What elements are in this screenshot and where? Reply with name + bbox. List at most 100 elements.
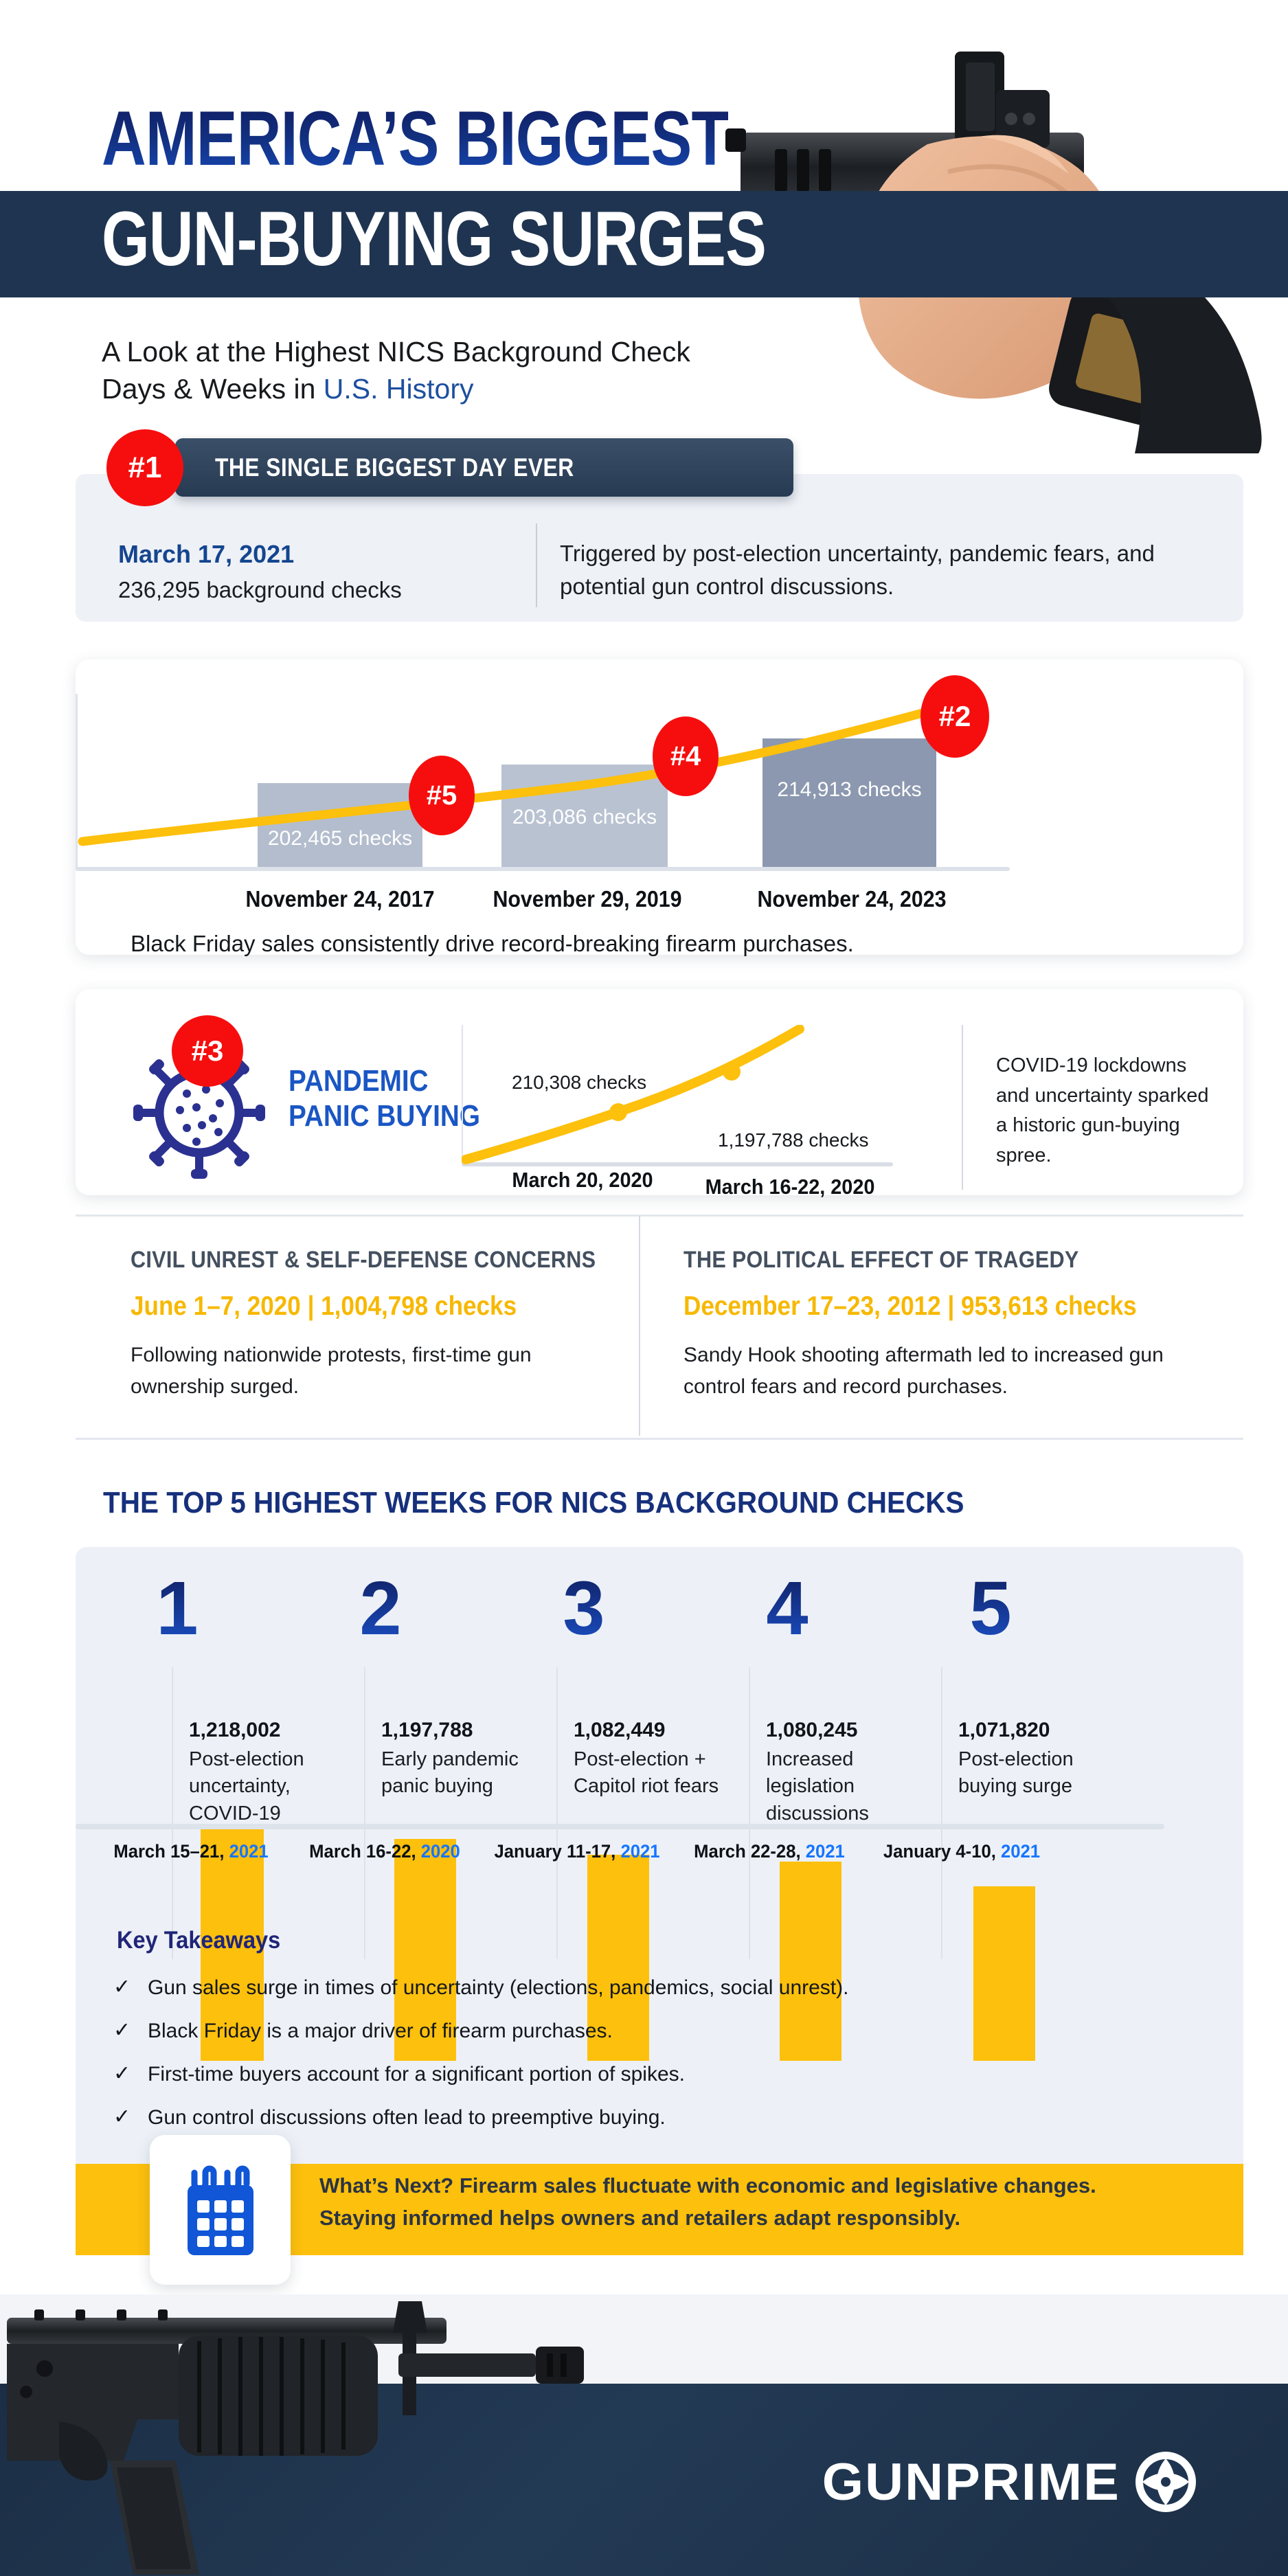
civil-unrest-heading: CIVIL UNREST & SELF-DEFENSE CONCERNS [131,1247,596,1273]
top5-separator-5 [941,1667,942,1959]
two-column-divider [639,1216,640,1436]
biggest-day-header-label: THE SINGLE BIGGEST DAY EVER [215,453,574,482]
pandemic-trend-line [462,1025,804,1164]
top5-column-3: 3 [482,1547,686,2248]
top5-separator-4 [749,1667,750,1959]
pandemic-point-2-value: 1,197,788 checks [718,1129,869,1151]
brand-logo: GUNPRIME [822,2449,1199,2515]
key-takeaway-text-2: Black Friday is a major driver of firear… [148,2020,613,2042]
top5-column-5: 5 [889,1547,1092,2248]
rank-badge-4: #4 [653,716,719,796]
top5-desc-3: Post-election + Capitol riot fears [574,1748,719,1798]
subtitle-lead: A Look at the Highest NICS Background Ch… [102,336,690,405]
pandemic-title-line1: PANDEMIC [289,1064,429,1098]
pandemic-point-1-value: 210,308 checks [512,1072,647,1093]
black-friday-bar-3: 214,913 checks [762,738,936,867]
civil-unrest-stat: June 1–7, 2020 | 1,004,798 checks [131,1291,517,1321]
top5-category-3: January 11-17, 2021 [479,1841,675,1862]
top5-value-2: 1,197,788 [381,1719,473,1741]
top5-heading: THE TOP 5 HIGHEST WEEKS FOR NICS BACKGRO… [103,1486,964,1519]
top5-column-1: 1 [76,1547,279,2248]
top5-value-4: 1,080,245 [766,1719,858,1741]
top5-category-2: March 16-22, 2020 [287,1841,483,1862]
cta-icon-box [150,2135,291,2285]
top5-category-4: March 22-28, 2021 [672,1841,868,1862]
pandemic-title: PANDEMIC PANIC BUYING [289,1063,480,1133]
biggest-day-panel [76,474,1243,622]
top5-separator-2 [364,1667,365,1959]
top5-separator-3 [556,1667,558,1959]
top5-rank-2: 2 [279,1571,482,1647]
check-icon: ✓ [113,2019,131,2042]
black-friday-x-axis [76,867,1010,871]
top5-value-1: 1,218,002 [189,1719,281,1741]
top5-value-5: 1,071,820 [958,1719,1050,1741]
black-friday-bar-1-value: 202,465 checks [267,827,413,850]
cta-text: What’s Next? Firearm sales fluctuate wit… [319,2173,1096,2230]
pandemic-description: COVID-19 lockdowns and uncertainty spark… [996,1054,1209,1166]
top5-x-axis [76,1824,1164,1829]
pandemic-x-axis [462,1162,893,1166]
top5-category-3-date: January 11-17, [494,1841,616,1862]
key-takeaway-item-4: ✓ Gun control discussions often lead to … [113,2105,1109,2129]
top5-category-4-year: 2021 [805,1841,845,1862]
biggest-day-header-bar: THE SINGLE BIGGEST DAY EVER [175,438,793,497]
page-title-line2: GUN-BUYING SURGES [102,196,767,282]
rifle-illustration [7,2301,584,2575]
key-takeaway-item-2: ✓ Black Friday is a major driver of fire… [113,2019,1109,2043]
top5-category-1-year: 2021 [229,1841,269,1862]
black-friday-category-1: November 24, 2017 [245,886,435,912]
top5-separator-1 [172,1667,173,1959]
check-icon: ✓ [113,2105,131,2128]
top5-category-1: March 15–21, 2021 [93,1841,289,1862]
black-friday-category-2: November 29, 2019 [493,886,682,912]
top5-rank-5: 5 [889,1571,1092,1647]
key-takeaway-text-4: Gun control discussions often lead to pr… [148,2106,666,2129]
civil-unrest-body: Following nationwide protests, first-tim… [131,1344,532,1398]
black-friday-bar-1: 202,465 checks [258,783,422,867]
crosshair-icon [1136,2452,1196,2512]
key-takeaway-text-1: Gun sales surge in times of uncertainty … [148,1976,849,1999]
top5-card: 1 2 3 4 5 1,218,002 Post-election uncert… [76,1547,1243,2248]
top5-category-2-year: 2020 [420,1841,460,1862]
key-takeaway-item-1: ✓ Gun sales surge in times of uncertaint… [113,1976,1109,2000]
top5-rank-3: 3 [482,1571,686,1647]
page-title-line1: AMERICA’S BIGGEST [102,95,729,181]
biggest-day-divider [536,523,537,607]
top5-category-3-year: 2021 [620,1841,660,1862]
biggest-day-date: March 17, 2021 [118,540,295,568]
top5-category-5: January 4-10, 2021 [864,1841,1060,1862]
black-friday-category-3: November 24, 2023 [757,886,947,912]
pandemic-point-1-category: March 20, 2020 [512,1168,653,1192]
top5-desc-2: Early pandemic panic buying [381,1748,519,1798]
black-friday-bar-2-value: 203,086 checks [512,806,657,828]
key-takeaways-heading: Key Takeaways [117,1927,281,1954]
key-takeaway-item-3: ✓ First-time buyers account for a signif… [113,2062,1109,2086]
rank-badge-2: #2 [920,675,989,758]
top5-desc-5: Post-election buying surge [958,1748,1074,1798]
black-friday-bar-3-value: 214,913 checks [777,778,922,801]
brand-name: GUNPRIME [822,2452,1121,2511]
rank-badge-1: #1 [106,429,183,506]
top5-category-5-date: January 4-10, [883,1841,996,1862]
subtitle-highlight: U.S. History [323,373,474,405]
two-column-rule-top [76,1214,1243,1217]
check-icon: ✓ [113,2062,131,2085]
political-effect-stat: December 17–23, 2012 | 953,613 checks [683,1291,1137,1321]
page-subtitle: A Look at the Highest NICS Background Ch… [102,333,761,407]
black-friday-y-axis [76,694,78,869]
biggest-day-description: Triggered by post-election uncertainty, … [560,541,1155,600]
top5-category-1-date: March 15–21, [113,1841,225,1862]
calendar-icon [187,2165,253,2255]
political-effect-body: Sandy Hook shooting aftermath led to inc… [683,1344,1164,1398]
political-effect-heading: THE POLITICAL EFFECT OF TRAGEDY [683,1247,1079,1273]
key-takeaway-text-3: First-time buyers account for a signific… [148,2063,685,2086]
black-friday-note: Black Friday sales consistently drive re… [131,931,854,956]
rank-badge-5: #5 [409,756,475,835]
top5-bar-2 [394,1839,456,2061]
pandemic-point-2-category: March 16-22, 2020 [705,1175,875,1199]
top5-bar-1 [201,1824,264,2061]
top5-bar-3 [587,1855,649,2061]
top5-category-2-date: March 16-22, [309,1841,416,1862]
top5-category-4-date: March 22-28, [694,1841,801,1862]
